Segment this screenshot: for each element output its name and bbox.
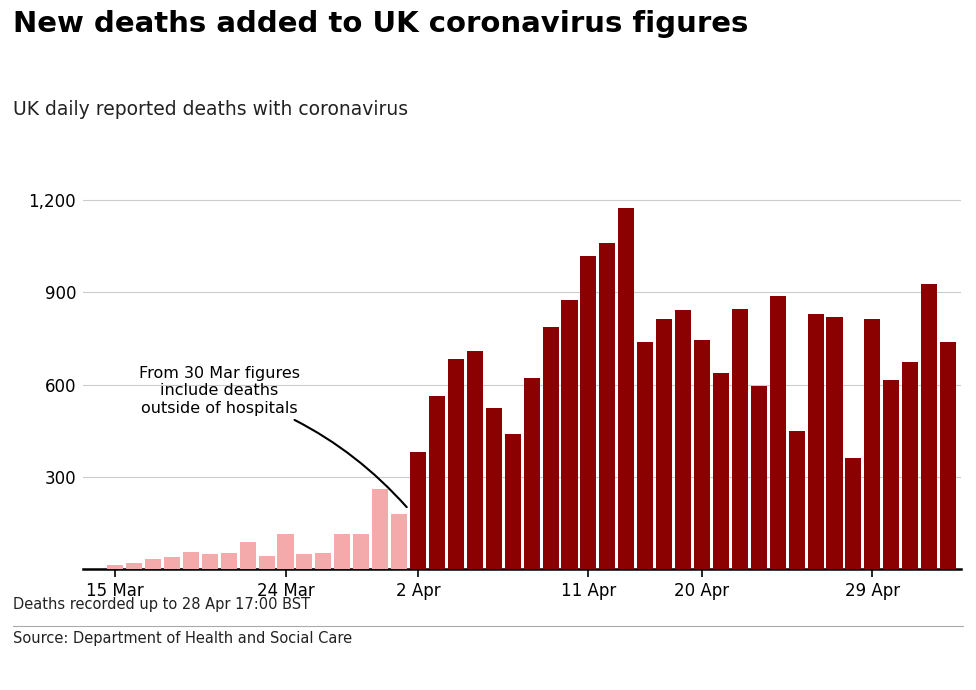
Bar	[732, 308, 748, 569]
Bar	[789, 431, 804, 569]
Bar	[183, 552, 199, 569]
Text: B: B	[916, 654, 926, 668]
Bar	[845, 458, 862, 569]
Bar	[448, 359, 464, 569]
Bar	[391, 513, 407, 569]
Bar	[240, 542, 256, 569]
Bar	[523, 378, 540, 569]
Bar	[126, 563, 142, 569]
Bar	[921, 284, 937, 569]
Bar	[675, 310, 691, 569]
Bar	[865, 319, 880, 569]
Bar	[107, 565, 123, 569]
Text: UK daily reported deaths with coronavirus: UK daily reported deaths with coronaviru…	[13, 100, 408, 119]
Bar	[353, 534, 369, 569]
Bar	[202, 555, 218, 569]
Bar	[164, 557, 180, 569]
Bar	[259, 556, 274, 569]
Bar	[656, 319, 672, 569]
Bar	[902, 362, 918, 569]
Bar	[410, 452, 427, 569]
Bar	[751, 386, 767, 569]
Text: Deaths recorded up to 28 Apr 17:00 BST: Deaths recorded up to 28 Apr 17:00 BST	[13, 597, 309, 612]
Bar	[940, 342, 956, 569]
Bar	[297, 555, 312, 569]
Bar	[221, 553, 237, 569]
Text: C: C	[950, 654, 959, 668]
Text: New deaths added to UK coronavirus figures: New deaths added to UK coronavirus figur…	[13, 10, 748, 39]
Text: From 30 Mar figures
include deaths
outside of hospitals: From 30 Mar figures include deaths outsi…	[139, 366, 407, 507]
Bar	[315, 553, 332, 569]
Bar	[770, 296, 786, 569]
Bar	[599, 244, 616, 569]
Bar	[807, 315, 824, 569]
Bar	[334, 534, 350, 569]
Bar	[467, 351, 483, 569]
Bar	[277, 534, 294, 569]
Bar	[505, 434, 521, 569]
Text: B: B	[883, 654, 893, 668]
Bar	[712, 373, 729, 569]
Bar	[618, 208, 634, 569]
Bar	[561, 300, 578, 569]
Bar	[883, 380, 899, 569]
Bar	[372, 489, 388, 569]
Bar	[486, 408, 502, 569]
Bar	[145, 559, 161, 569]
Bar	[543, 327, 558, 569]
Bar	[694, 340, 711, 569]
Bar	[827, 317, 842, 569]
Text: Source: Department of Health and Social Care: Source: Department of Health and Social …	[13, 631, 351, 647]
Bar	[428, 396, 445, 569]
Bar	[581, 255, 596, 569]
Bar	[637, 342, 653, 569]
